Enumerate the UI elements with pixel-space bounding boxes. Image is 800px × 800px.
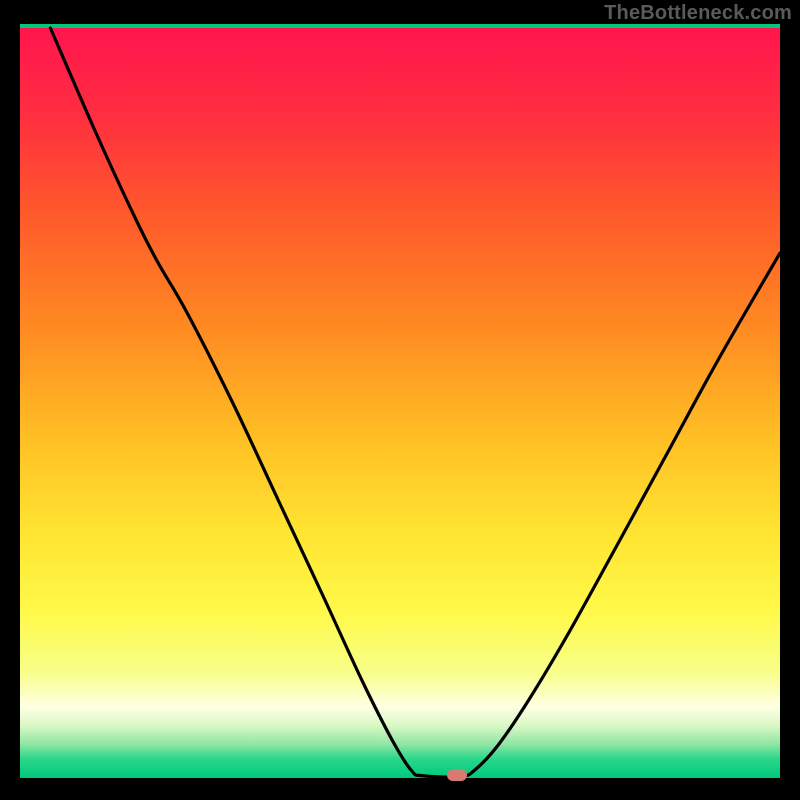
optimum-marker (447, 769, 467, 781)
watermark-text: TheBottleneck.com (604, 2, 792, 25)
chart-container: TheBottleneck.com (0, 0, 800, 800)
bottleneck-chart (0, 0, 800, 800)
